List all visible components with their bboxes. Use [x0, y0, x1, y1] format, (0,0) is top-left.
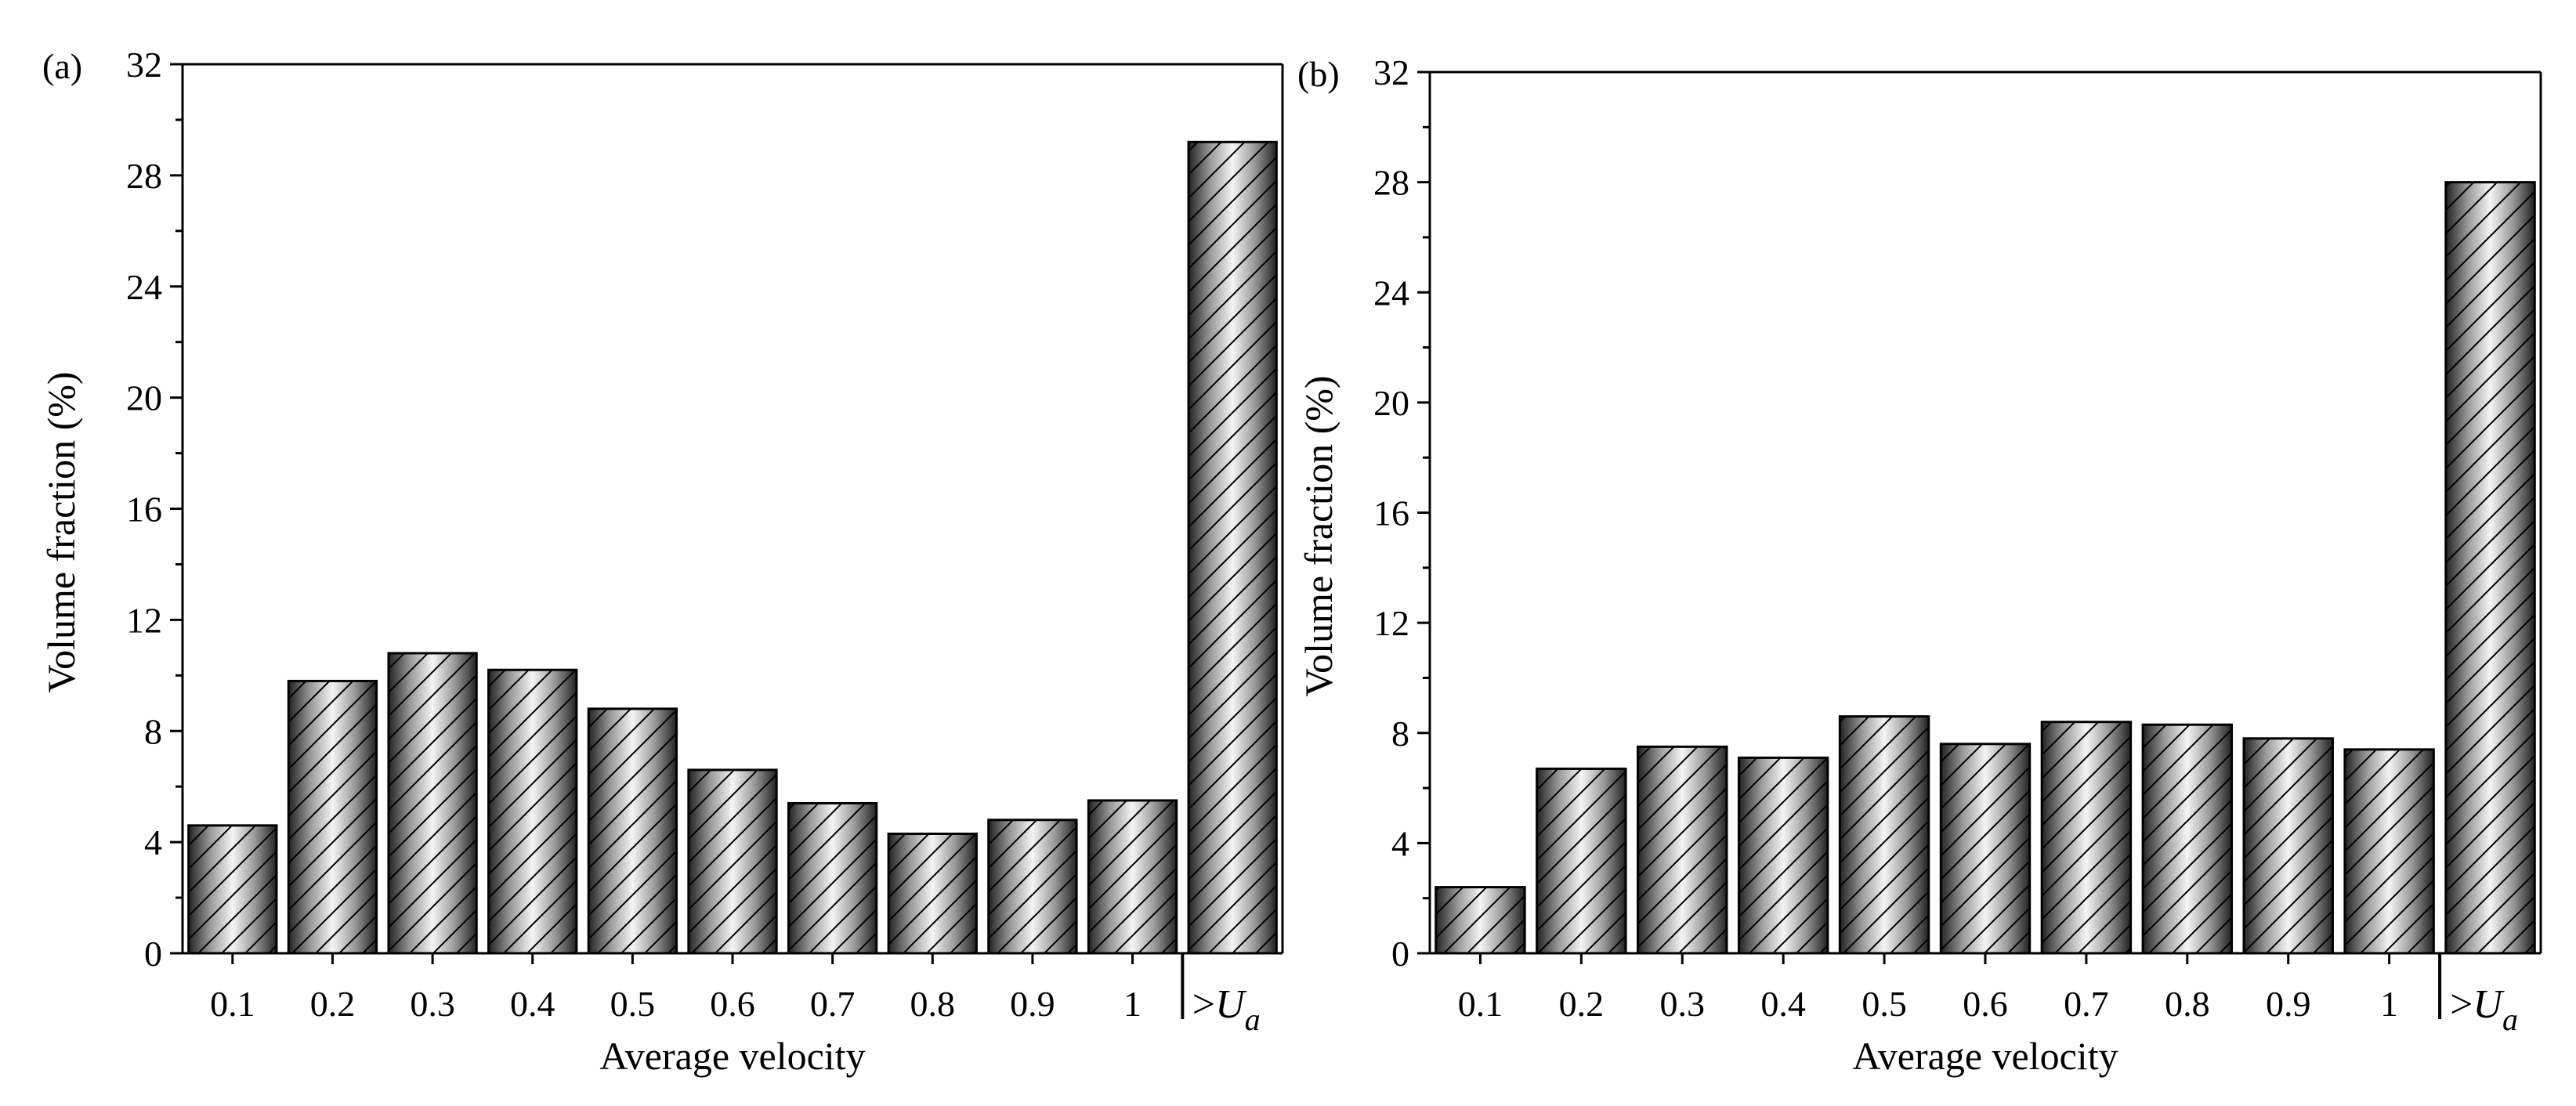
y-axis-title: Volume fraction (%) [1297, 375, 1340, 696]
y-tick-label: 12 [126, 600, 162, 640]
x-tick-label: 0.9 [1010, 984, 1055, 1024]
y-tick-label: 28 [1373, 163, 1409, 203]
bar-hatch [1838, 715, 1930, 955]
bar-hatch [1536, 767, 1627, 955]
bar-1 [1435, 886, 1526, 955]
bar-hatch [1737, 756, 1829, 955]
bar-2 [1536, 767, 1627, 955]
x-tick-label: 0.6 [710, 984, 755, 1024]
x-tick-label: 0.3 [1660, 984, 1706, 1024]
bar-hatch [2141, 723, 2234, 955]
bar-6 [1939, 743, 2031, 955]
y-tick-label: 16 [1373, 493, 1409, 533]
y-tick-label: 8 [144, 711, 162, 751]
bar-4 [1737, 756, 1829, 955]
bar-hatch [2242, 737, 2334, 955]
bar-hatch [1939, 743, 2031, 955]
x-tick-label: 1 [1123, 984, 1141, 1024]
y-tick-label: 16 [126, 490, 162, 530]
bar-hatch [2444, 181, 2536, 955]
x-tick-label: 0.6 [1963, 984, 2008, 1024]
bar-2 [287, 679, 378, 955]
y-tick-label: 8 [1391, 714, 1409, 754]
bar-hatch [2040, 721, 2133, 955]
bar-hatch [1637, 745, 1728, 955]
panel-b-chart: 0 4 8 12 16 20 24 28 32 0.1 0.2 0.3 0.4 0.5 0.6 0.7 0.8 0… [1297, 52, 2542, 1078]
y-tick-label: 20 [126, 378, 162, 418]
bar-hatch [887, 832, 978, 955]
bar-6 [687, 768, 778, 955]
x-axis-title: Average velocity [599, 1034, 865, 1078]
y-tick-label: 28 [126, 156, 162, 196]
x-tick-label: 0.5 [1861, 984, 1907, 1024]
bar-3 [387, 652, 478, 955]
bar-hatch [787, 801, 878, 955]
bar-5 [587, 707, 678, 955]
bar-hatch [987, 819, 1078, 955]
x-tick-label: 0.4 [510, 984, 555, 1024]
bar-11 [2444, 181, 2536, 955]
bar-9 [987, 819, 1078, 955]
bar-7 [2040, 721, 2133, 955]
bar-1 [187, 824, 278, 955]
x-tick-label: 0.1 [210, 984, 255, 1024]
x-tick-label: 0.2 [310, 984, 356, 1024]
bar-7 [787, 801, 878, 955]
bar-hatch [2343, 748, 2435, 955]
y-tick-label: 4 [144, 822, 162, 862]
x-tick-label: 0.2 [1559, 984, 1605, 1024]
y-tick-label: 4 [1391, 823, 1409, 863]
x-tick-label: 0.1 [1458, 984, 1503, 1024]
y-tick-label: 12 [1373, 603, 1409, 643]
x-tick-label: 0.7 [2064, 984, 2109, 1024]
bar-9 [2242, 737, 2334, 955]
y-tick-label: 32 [1373, 52, 1409, 92]
panel-label: (a) [42, 46, 82, 86]
panel-label: (b) [1297, 54, 1340, 94]
y-tick-label: 24 [1373, 273, 1409, 313]
bar-hatch [587, 707, 678, 955]
bar-11 [1187, 140, 1278, 955]
x-tick-label: 0.5 [610, 984, 656, 1024]
x-tick-label: 1 [2380, 984, 2398, 1024]
x-tick-label: 0.7 [810, 984, 856, 1024]
y-tick-label: 24 [126, 267, 162, 307]
x-tick-label: 0.9 [2266, 984, 2311, 1024]
x-tick-label-threshold: >Ua [2450, 982, 2518, 1037]
bar-hatch [287, 679, 378, 955]
bar-8 [2141, 723, 2234, 955]
bar-hatch [687, 768, 778, 955]
panel-a-chart: 0 4 8 12 16 20 24 28 32 0.1 0.2 0.3 0.4 0.5 0.6 0.7 0.8 0… [39, 45, 1284, 1078]
bar-hatch [387, 652, 478, 955]
bar-hatch [1087, 799, 1178, 955]
bar-3 [1637, 745, 1728, 955]
y-tick-label: 20 [1373, 383, 1409, 423]
x-tick-label: 0.4 [1760, 984, 1806, 1024]
bar-hatch [1435, 886, 1526, 955]
bar-4 [487, 668, 578, 955]
bar-10 [2343, 748, 2435, 955]
y-tick-label: 0 [1391, 934, 1409, 974]
x-tick-label-threshold: >Ua [1192, 982, 1261, 1037]
x-tick-label: 0.8 [2165, 984, 2210, 1024]
y-tick-label: 0 [144, 934, 162, 974]
bar-hatch [487, 668, 578, 955]
bar-hatch [1187, 140, 1278, 955]
bar-5 [1838, 715, 1930, 955]
bar-10 [1087, 799, 1178, 955]
bar-8 [887, 832, 978, 955]
x-axis-title: Average velocity [1852, 1034, 2118, 1078]
y-axis-title: Volume fraction (%) [39, 371, 83, 692]
y-tick-label: 32 [126, 45, 162, 85]
x-tick-label: 0.8 [910, 984, 956, 1024]
x-tick-label: 0.3 [410, 984, 455, 1024]
bar-hatch [187, 824, 278, 955]
